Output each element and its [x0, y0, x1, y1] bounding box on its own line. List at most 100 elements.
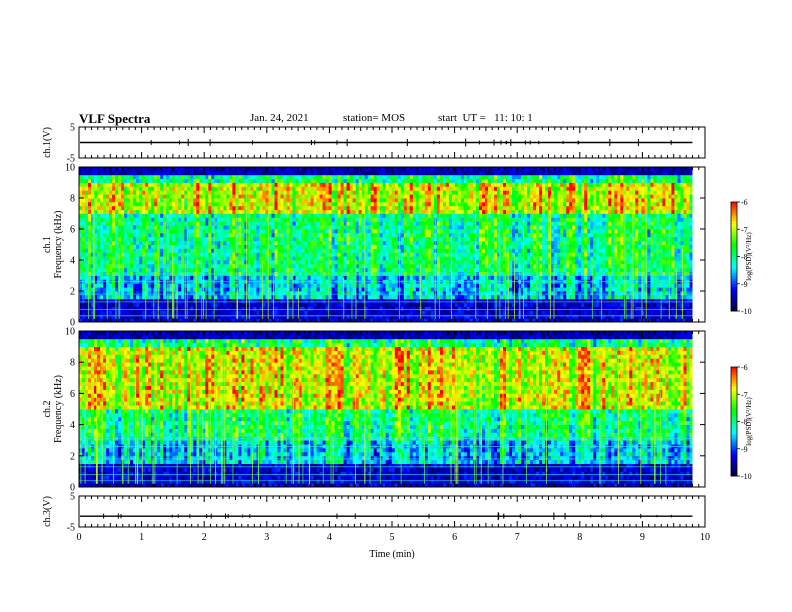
spectrogram-cell: [229, 283, 233, 288]
spectrogram-cell: [220, 244, 224, 249]
spectrogram-cell: [172, 221, 176, 226]
spectrogram-cell: [319, 263, 323, 269]
spectrogram-cell: [424, 306, 429, 311]
spectrogram-cell: [133, 194, 137, 199]
spectrogram-cell: [325, 240, 329, 245]
spectrogram-cell: [124, 244, 128, 249]
spectrogram-cell: [82, 232, 86, 238]
spectrogram-cell: [226, 240, 230, 245]
spectrogram-cell: [223, 260, 227, 265]
spectrogram-cell: [145, 314, 149, 319]
spectrogram-cell: [130, 229, 134, 234]
spectrogram-cell: [199, 182, 203, 187]
spectrogram-cell: [154, 170, 158, 176]
spectrogram-cell: [244, 217, 248, 222]
spectrogram-cell: [349, 314, 354, 319]
spectrogram-cell: [415, 194, 420, 199]
spectrogram-cell: [331, 205, 335, 211]
spectrogram-cell: [337, 167, 341, 172]
spectrogram-cell: [193, 201, 197, 207]
spectrogram-cell: [169, 314, 173, 319]
spectrogram-cell: [331, 174, 335, 180]
spectrogram-cell: [364, 186, 369, 191]
spectrogram-cell: [322, 217, 326, 222]
spectrogram-cell: [364, 291, 369, 296]
spectrogram-cell: [316, 294, 320, 300]
spectrogram-cell: [94, 306, 98, 311]
spectrogram-cell: [334, 190, 338, 195]
spectrogram-cell: [292, 318, 296, 323]
spectrogram-cell: [217, 232, 221, 238]
spectrogram-cell: [238, 298, 242, 304]
spectrogram-cell: [367, 170, 372, 176]
spectrogram-cell: [277, 294, 281, 300]
spectrogram-cell: [325, 182, 329, 187]
spectrogram-cell: [331, 283, 335, 288]
spectrogram-cell: [256, 221, 260, 226]
spectrogram-cell: [295, 213, 299, 218]
spectrogram-cell: [292, 174, 296, 180]
spectrogram-cell: [373, 198, 378, 203]
spectrogram-cell: [415, 283, 420, 288]
spectrogram-cell: [208, 294, 212, 300]
spectrogram-cell: [409, 198, 414, 203]
spectrogram-cell: [316, 263, 320, 269]
spectrogram-cell: [316, 194, 320, 199]
spectrogram-cell: [244, 167, 248, 172]
spectrogram-cell: [229, 221, 233, 226]
spectrogram-cell: [97, 263, 101, 269]
spectrogram-cell: [316, 198, 320, 203]
spectrogram-cell: [121, 178, 125, 183]
spectrogram-cell: [382, 252, 387, 257]
spectrogram-cell: [433, 314, 438, 319]
spectrogram-cell: [277, 229, 281, 234]
spectrogram-cell: [142, 244, 146, 249]
spectrogram-cell: [268, 190, 272, 195]
spectrogram-cell: [331, 194, 335, 199]
spectrogram-cell: [298, 240, 302, 245]
spectrogram-cell: [274, 182, 278, 187]
spectrogram-cell: [424, 252, 429, 257]
spectrogram-cell: [274, 190, 278, 195]
spectrogram-cell: [259, 248, 263, 253]
spectrogram-cell: [406, 298, 411, 304]
spectrogram-cell: [187, 232, 191, 238]
spectrogram-cell: [118, 232, 122, 238]
spectrogram-cell: [235, 178, 239, 183]
spectrogram-cell: [373, 194, 378, 199]
spectrogram-cell: [229, 291, 233, 296]
spectrogram-cell: [217, 283, 221, 288]
spectrogram-cell: [97, 201, 101, 207]
spectrogram-cell: [376, 174, 381, 180]
spectrogram-cell: [370, 310, 375, 315]
spectrogram-cell: [259, 229, 263, 234]
spectrogram-cell: [241, 213, 245, 218]
spectrogram-cell: [109, 236, 113, 242]
spectrogram-cell: [391, 209, 396, 214]
spectrogram-cell: [295, 225, 299, 230]
spectrogram-cell: [157, 263, 161, 269]
spectrogram-cell: [376, 167, 381, 172]
spectrogram-cell: [118, 294, 122, 300]
spectrogram-cell: [262, 244, 266, 249]
spectrogram-cell: [229, 209, 233, 214]
spectrogram-cell: [217, 190, 221, 195]
spectrogram-cell: [376, 287, 381, 292]
spectrogram-cell: [394, 302, 399, 307]
spectrogram-cell: [391, 248, 396, 253]
spectrogram-cell: [298, 194, 302, 199]
spectrogram-cell: [184, 291, 188, 296]
spectrogram-cell: [97, 256, 101, 261]
spectrogram-cell: [313, 294, 317, 300]
spectrogram-cell: [163, 294, 167, 300]
spectrogram-cell: [364, 252, 369, 257]
spectrogram-cell: [418, 178, 423, 183]
spectrogram-cell: [421, 298, 426, 304]
spectrogram-cell: [160, 213, 164, 218]
spectrogram-cell: [181, 252, 185, 257]
spectrogram-cell: [340, 205, 344, 211]
spectrogram-cell: [148, 217, 152, 222]
spectrogram-cell: [274, 314, 278, 319]
spectrogram-cell: [163, 260, 167, 265]
spectrogram-cell: [103, 182, 107, 187]
